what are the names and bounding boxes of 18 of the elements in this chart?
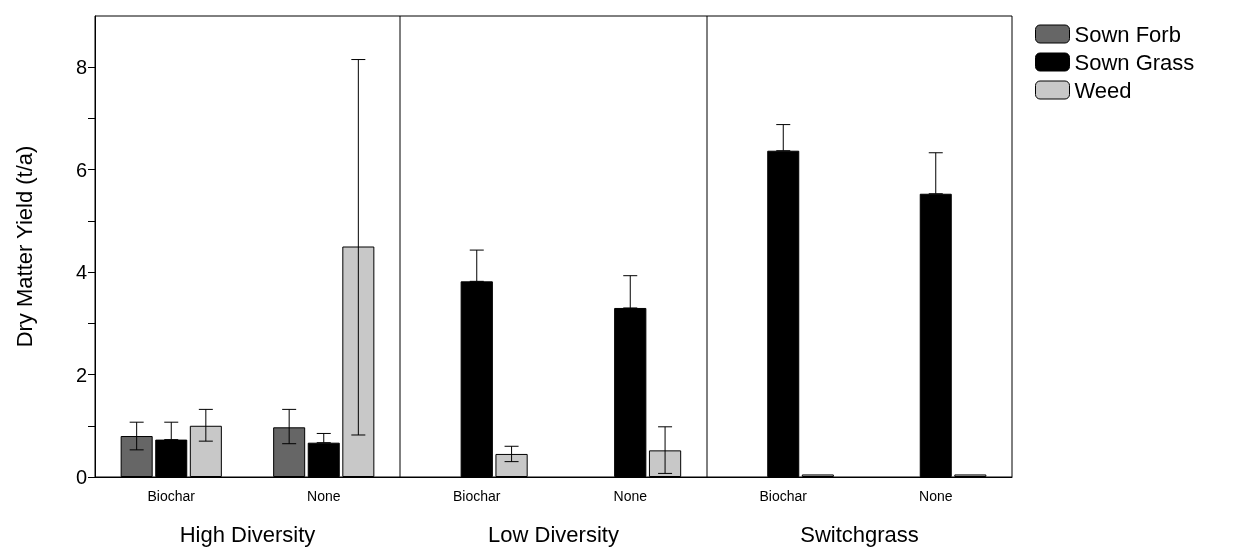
x-tick-label: None (919, 488, 953, 504)
legend-label: Weed (1074, 77, 1132, 103)
y-tick-label: 4 (75, 261, 87, 284)
x-tick-label: None (613, 488, 648, 504)
x-axis-title: High Diversity (179, 521, 316, 547)
y-axis-title: Dry Matter Yield (t/a) (11, 145, 37, 348)
x-tick-label: Biochar (759, 488, 808, 504)
y-tick-label: 6 (75, 158, 87, 181)
y-tick-label: 8 (75, 56, 87, 79)
x-tick-label: None (307, 488, 341, 504)
x-axis-title: Switchgrass (800, 521, 919, 547)
legend-label: Sown Forb (1074, 21, 1181, 47)
y-tick-label: 2 (75, 363, 87, 386)
x-axis-title: Low Diversity (488, 521, 619, 547)
x-tick-label: Biochar (453, 488, 501, 504)
x-tick-label: Biochar (147, 488, 196, 504)
legend-label: Sown Grass (1074, 49, 1195, 75)
y-tick-label: 0 (75, 466, 87, 488)
